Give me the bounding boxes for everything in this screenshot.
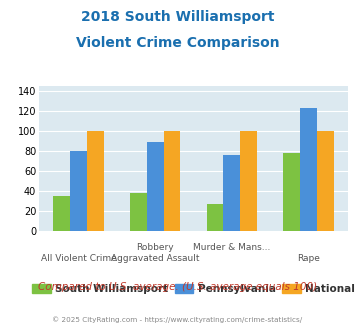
- Bar: [87, 131, 104, 231]
- Text: All Violent Crime: All Violent Crime: [40, 254, 116, 263]
- Bar: [147, 142, 164, 231]
- Bar: [283, 153, 300, 231]
- Bar: [164, 131, 180, 231]
- Bar: [317, 131, 334, 231]
- Bar: [223, 155, 240, 231]
- Legend: South Williamsport, Pennsylvania, National: South Williamsport, Pennsylvania, Nation…: [28, 280, 355, 298]
- Bar: [240, 131, 257, 231]
- Text: Robbery: Robbery: [136, 243, 174, 251]
- Text: Rape: Rape: [297, 254, 320, 263]
- Text: Compared to U.S. average. (U.S. average equals 100): Compared to U.S. average. (U.S. average …: [38, 282, 317, 292]
- Bar: [207, 204, 223, 231]
- Bar: [53, 196, 70, 231]
- Text: Violent Crime Comparison: Violent Crime Comparison: [76, 36, 279, 50]
- Bar: [130, 193, 147, 231]
- Text: 2018 South Williamsport: 2018 South Williamsport: [81, 10, 274, 24]
- Text: © 2025 CityRating.com - https://www.cityrating.com/crime-statistics/: © 2025 CityRating.com - https://www.city…: [53, 317, 302, 323]
- Bar: [300, 108, 317, 231]
- Bar: [70, 151, 87, 231]
- Text: Aggravated Assault: Aggravated Assault: [111, 254, 200, 263]
- Text: Murder & Mans...: Murder & Mans...: [193, 243, 271, 251]
